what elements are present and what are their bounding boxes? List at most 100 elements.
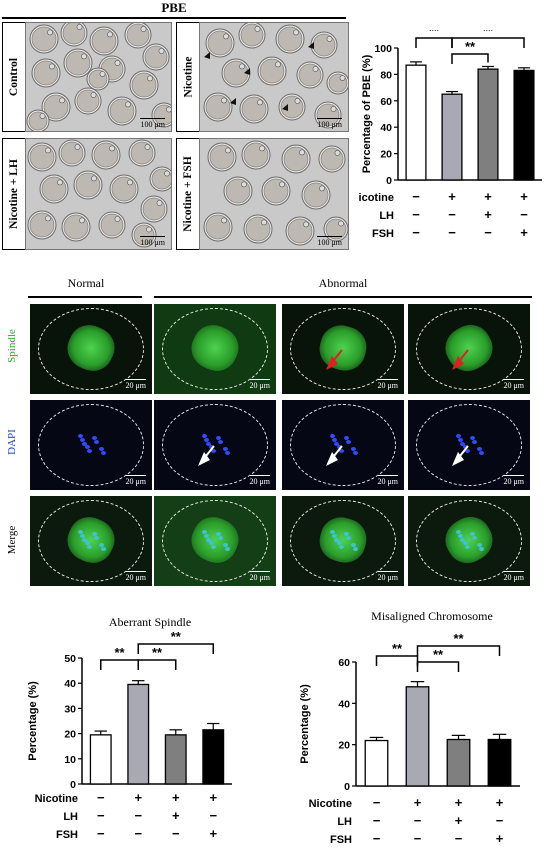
scale-bar: 100 μm bbox=[140, 236, 165, 247]
y-tick-label: 100 bbox=[374, 43, 392, 55]
scale-bar: 20 μm bbox=[249, 379, 270, 390]
fluorescence-image: 20 μm bbox=[30, 496, 152, 586]
bar-control bbox=[89, 734, 112, 785]
fluorescence-image: 20 μm bbox=[30, 304, 152, 394]
bar-nicotine-fsh bbox=[487, 738, 512, 787]
significance-bracket bbox=[137, 643, 214, 654]
significance-label: ** bbox=[465, 39, 476, 54]
treatment-sign: + bbox=[172, 790, 180, 805]
y-tick-label: 20 bbox=[64, 729, 76, 741]
y-tick-label: 20 bbox=[380, 149, 392, 161]
scale-bar-label: 20 μm bbox=[377, 573, 398, 582]
significance-bracket bbox=[375, 655, 419, 666]
treatment-sign: − bbox=[97, 808, 105, 823]
treatment-sign: − bbox=[484, 225, 492, 240]
scale-bar: 20 μm bbox=[377, 475, 398, 486]
significance-bracket bbox=[100, 659, 139, 670]
group-label-normal: Normal bbox=[67, 276, 105, 290]
channel-label-dapi: DAPI bbox=[6, 429, 18, 455]
micrograph-control: 100 μm bbox=[25, 22, 172, 132]
misaligned-chromosome-chart: Misaligned Chromosome Percentage (%) 0 20 40… bbox=[299, 609, 520, 846]
treatment-sign: − bbox=[412, 189, 420, 204]
scale-bar: 20 μm bbox=[377, 571, 398, 582]
scale-bar: 20 μm bbox=[249, 571, 270, 582]
y-tick-label: 0 bbox=[386, 175, 392, 187]
bar-nicotine bbox=[441, 93, 463, 181]
bar-nicotine-lh bbox=[477, 68, 499, 181]
significance-bracket bbox=[415, 37, 453, 48]
y-tick-label: 20 bbox=[338, 740, 350, 752]
bar-control bbox=[364, 739, 389, 787]
scale-bar: 100 μm bbox=[317, 118, 342, 129]
treatment-sign: + bbox=[448, 189, 456, 204]
significance-bracket bbox=[451, 53, 489, 64]
fluorescence-image: 20 μm bbox=[154, 496, 276, 586]
y-tick-label: 0 bbox=[70, 779, 76, 791]
fluorescence-image: 20 μm bbox=[408, 304, 530, 394]
treatment-sign: − bbox=[412, 207, 420, 222]
treatment-sign: − bbox=[412, 225, 420, 240]
chart-title: Aberrant Spindle bbox=[109, 615, 191, 629]
treatment-sign: − bbox=[134, 826, 142, 841]
y-axis-label: Percentage (%) bbox=[299, 684, 311, 764]
pbe-bar-chart: Percentage of PBE (%) 0 20 40 60 80 100 ** ** ** N… bbox=[358, 30, 542, 240]
significance-label: ** bbox=[392, 641, 403, 656]
treatment-sign: + bbox=[134, 790, 142, 805]
scale-bar-label: 100 μm bbox=[140, 120, 165, 129]
bar-nicotine bbox=[127, 683, 150, 785]
y-tick-label: 60 bbox=[380, 96, 392, 108]
y-tick-label: 10 bbox=[64, 754, 76, 766]
significance-label: ** bbox=[483, 30, 494, 38]
significance-bracket bbox=[416, 661, 460, 672]
treatment-sign: + bbox=[455, 795, 463, 810]
y-tick-label: 40 bbox=[380, 122, 392, 134]
scale-bar-label: 20 μm bbox=[125, 381, 146, 390]
micrograph-nicotine: 100 μm bbox=[199, 22, 349, 132]
scale-bar-label: 20 μm bbox=[249, 477, 270, 486]
treatment-label: Nicotine bbox=[358, 192, 394, 204]
treatment-sign: + bbox=[172, 808, 180, 823]
treatment-sign: + bbox=[496, 831, 504, 846]
scale-bar: 100 μm bbox=[317, 236, 342, 247]
treatment-sign: + bbox=[520, 225, 528, 240]
treatment-sign: + bbox=[484, 189, 492, 204]
fluorescence-image: 20 μm bbox=[282, 400, 404, 490]
row-label-nicotine-lh: Nicotine + LH bbox=[2, 138, 26, 250]
treatment-label: Nicotine bbox=[35, 793, 78, 805]
significance-bracket bbox=[416, 645, 501, 656]
treatment-label: LH bbox=[337, 816, 352, 828]
treatment-sign: − bbox=[97, 790, 105, 805]
treatment-sign: − bbox=[172, 826, 180, 841]
treatment-sign: − bbox=[448, 225, 456, 240]
micrograph-nicotine-fsh: 100 μm bbox=[199, 138, 349, 250]
channel-label-spindle: Spindle bbox=[6, 329, 18, 363]
treatment-sign: − bbox=[414, 813, 422, 828]
treatment-label: FSH bbox=[372, 228, 394, 240]
scale-bar-label: 20 μm bbox=[249, 573, 270, 582]
significance-label: ** bbox=[453, 631, 464, 646]
y-tick-label: 30 bbox=[64, 703, 76, 715]
bar-nicotine-fsh bbox=[202, 729, 225, 785]
chart-title: Misaligned Chromosome bbox=[371, 609, 493, 623]
treatment-sign: − bbox=[373, 831, 381, 846]
aberrant-spindle-chart: Aberrant Spindle Percentage (%) 0 10 20 30 40 5… bbox=[27, 615, 232, 841]
bar-nicotine-lh bbox=[164, 734, 187, 785]
scale-bar-label: 20 μm bbox=[503, 573, 524, 582]
treatment-label: Nicotine bbox=[309, 798, 352, 810]
scale-bar: 100 μm bbox=[140, 118, 165, 129]
bar-control bbox=[405, 64, 427, 181]
scale-bar: 20 μm bbox=[503, 475, 524, 486]
fluorescence-image: 20 μm bbox=[30, 400, 152, 490]
treatment-label: LH bbox=[63, 811, 78, 823]
scale-bar: 20 μm bbox=[249, 475, 270, 486]
scale-bar: 20 μm bbox=[125, 379, 146, 390]
abnormal-group-rule bbox=[154, 296, 532, 298]
pbe-title-rule bbox=[2, 17, 346, 19]
significance-label: ** bbox=[114, 645, 125, 660]
y-axis-label: Percentage (%) bbox=[27, 681, 39, 761]
y-axis-label: Percentage of PBE (%) bbox=[361, 54, 373, 173]
y-tick-label: 40 bbox=[64, 678, 76, 690]
significance-label: ** bbox=[171, 629, 182, 644]
treatment-sign: − bbox=[209, 808, 217, 823]
scale-bar-label: 100 μm bbox=[140, 238, 165, 247]
